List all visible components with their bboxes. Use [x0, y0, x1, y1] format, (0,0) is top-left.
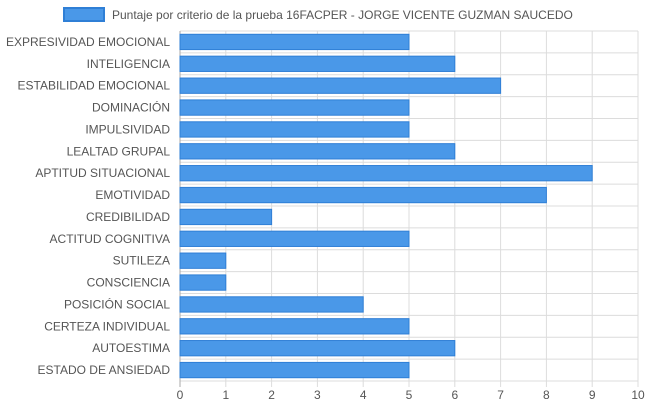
x-tick-labels: 0 1 2 3 4 5 6 7 8 9 10	[177, 388, 645, 402]
legend-label: Puntaje por criterio de la prueba 16FACP…	[112, 8, 573, 22]
bar[interactable]	[180, 100, 409, 115]
x-tick-label: 6	[451, 388, 458, 402]
category-label: CREDIBILIDAD	[86, 210, 170, 224]
x-tick-label: 0	[177, 388, 184, 402]
bar[interactable]	[180, 144, 455, 159]
bar[interactable]	[180, 275, 226, 290]
bar[interactable]	[180, 319, 409, 334]
category-label: DOMINACIÓN	[92, 100, 170, 115]
bar[interactable]	[180, 166, 592, 181]
x-tick-label: 2	[268, 388, 275, 402]
category-label: ACTITUD COGNITIVA	[50, 232, 170, 246]
bar[interactable]	[180, 56, 455, 71]
category-label: SUTILEZA	[113, 254, 170, 268]
x-tick-label: 7	[497, 388, 504, 402]
bar[interactable]	[180, 341, 455, 356]
x-tick-label: 4	[360, 388, 367, 402]
category-label: CERTEZA INDIVIDUAL	[44, 319, 170, 333]
bar[interactable]	[180, 253, 226, 268]
x-tick-label: 3	[314, 388, 321, 402]
x-tick-label: 10	[631, 388, 645, 402]
bar[interactable]	[180, 297, 363, 312]
x-tick-label: 9	[589, 388, 596, 402]
legend-swatch[interactable]	[64, 8, 104, 21]
bar[interactable]	[180, 78, 501, 93]
category-label: APTITUD SITUACIONAL	[35, 166, 170, 180]
category-label: INTELIGENCIA	[87, 57, 170, 71]
category-label: LEALTAD GRUPAL	[67, 144, 171, 158]
category-label: AUTOESTIMA	[92, 341, 170, 355]
category-label: POSICIÓN SOCIAL	[64, 296, 170, 311]
bar[interactable]	[180, 187, 546, 202]
category-labels: EXPRESIVIDAD EMOCIONAL INTELIGENCIA ESTABI…	[6, 35, 170, 377]
bar[interactable]	[180, 362, 409, 377]
x-tick-label: 5	[406, 388, 413, 402]
category-label: EXPRESIVIDAD EMOCIONAL	[6, 35, 170, 49]
category-label: ESTABILIDAD EMOCIONAL	[18, 79, 171, 93]
x-tick-label: 8	[543, 388, 550, 402]
category-label: IMPULSIVIDAD	[85, 122, 170, 136]
category-label: CONSCIENCIA	[87, 276, 170, 290]
bar[interactable]	[180, 231, 409, 246]
category-label: ESTADO DE ANSIEDAD	[38, 363, 171, 377]
bar[interactable]	[180, 122, 409, 137]
bar[interactable]	[180, 34, 409, 49]
legend[interactable]: Puntaje por criterio de la prueba 16FACP…	[64, 8, 573, 22]
bar[interactable]	[180, 209, 272, 224]
category-label: EMOTIVIDAD	[95, 188, 170, 202]
x-tick-label: 1	[222, 388, 229, 402]
